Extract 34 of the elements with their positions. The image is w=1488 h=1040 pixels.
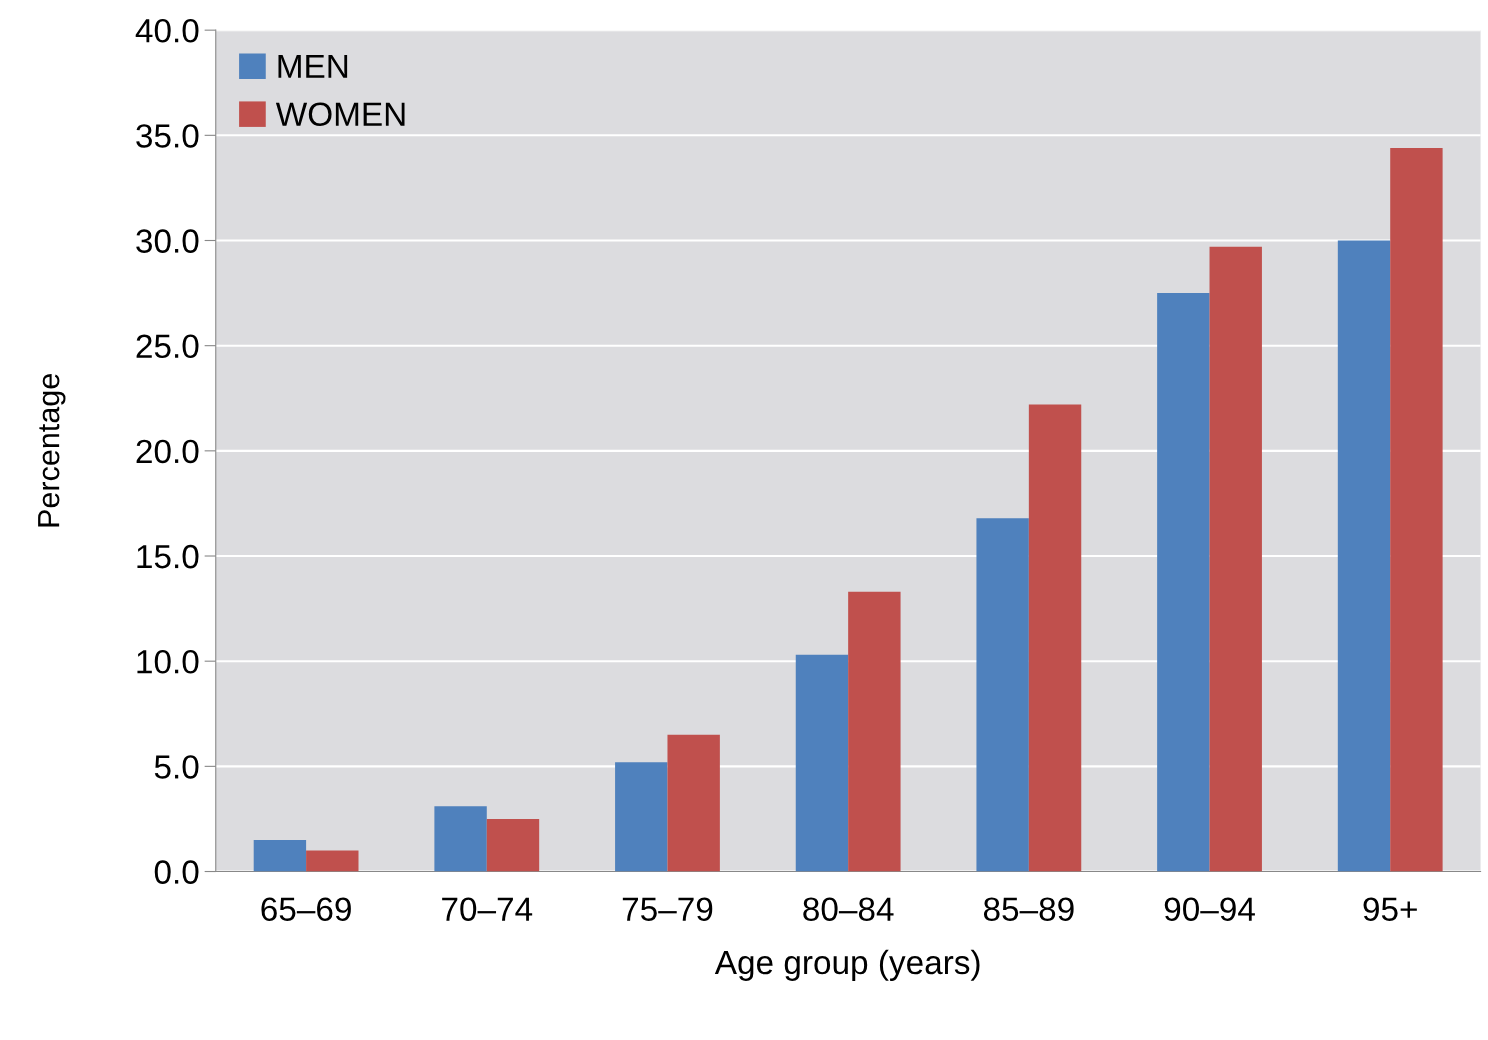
bar — [486, 818, 540, 872]
bar — [615, 762, 668, 872]
y-tick-label: 35.0 — [136, 124, 199, 148]
bar — [976, 518, 1029, 872]
x-tick-label: 90–94 — [1164, 897, 1255, 921]
bar — [848, 591, 901, 872]
bar — [1390, 147, 1443, 872]
y-tick-label: 40.0 — [135, 18, 199, 43]
x-tick-label: 95+ — [1363, 897, 1417, 921]
y-tick-label: 0.0 — [154, 860, 199, 884]
bar — [1028, 404, 1082, 872]
y-axis-title: Percentage — [38, 374, 66, 527]
y-tick-label: 25.0 — [136, 334, 199, 359]
x-axis-title: Age group (years) — [714, 949, 980, 981]
bar — [1157, 293, 1210, 872]
bar — [306, 850, 359, 872]
bar — [1209, 246, 1262, 872]
bar — [253, 839, 307, 872]
y-tick-label: 15.0 — [137, 544, 199, 569]
bar — [1337, 240, 1391, 872]
x-tick-label: 80–84 — [803, 897, 894, 921]
x-tick-label: 65–69 — [261, 897, 351, 921]
y-tick-label: 5.0 — [154, 755, 199, 779]
y-tick-label: 20.0 — [136, 439, 199, 464]
bar — [434, 806, 487, 872]
bar — [667, 734, 720, 872]
bar — [795, 654, 849, 872]
legend-label: MEN — [278, 54, 348, 78]
legend-label: WOMEN — [275, 102, 405, 127]
y-tick-label: 10.0 — [137, 649, 199, 674]
x-tick-label: 75–79 — [622, 897, 713, 921]
x-tick-label: 85–89 — [983, 897, 1074, 921]
x-tick-label: 70–74 — [442, 897, 533, 921]
y-tick-label: 30.0 — [136, 229, 199, 253]
